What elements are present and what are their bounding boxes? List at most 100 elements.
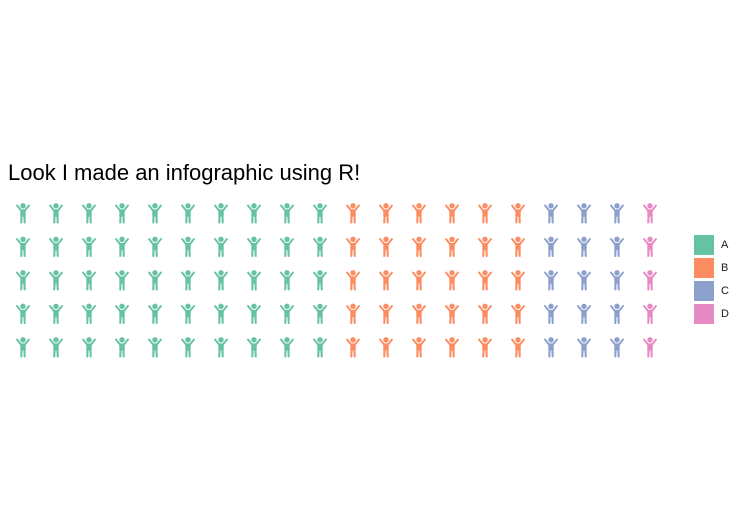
child-icon [214,270,228,291]
child-icon [148,303,162,325]
legend-key-a [694,235,714,255]
child-icon [610,337,624,358]
child-icon [280,303,294,325]
child-icon [643,303,657,325]
child-icon [16,236,30,258]
child-icon [280,236,294,258]
child-icon [280,337,294,358]
child-icon [148,270,162,291]
child-icon [148,203,162,224]
child-icon [247,270,261,291]
child-icon [49,337,63,358]
child-icon [511,337,525,358]
legend-key-b [694,258,714,278]
child-icon [148,236,162,258]
child-icon [412,337,426,358]
child-icon [313,203,327,224]
child-icon [214,337,228,358]
child-icon [346,236,360,258]
child-icon [49,270,63,291]
child-icon [643,337,657,358]
child-icon [379,337,393,358]
child-icon [511,203,525,224]
child-icon [148,337,162,358]
child-icon [313,303,327,325]
child-icon [478,337,492,358]
child-icon [544,270,558,291]
child-icon [379,236,393,258]
child-icon [445,270,459,291]
child-icon [16,303,30,325]
child-icon [181,337,195,358]
child-icon [214,236,228,258]
child-icon [16,203,30,224]
child-icon [511,236,525,258]
legend-key-c [694,281,714,301]
child-icon [610,270,624,291]
child-icon [16,270,30,291]
child-icon [280,270,294,291]
child-icon [478,270,492,291]
child-icon [610,236,624,258]
chart-title: Look I made an infographic using R! [8,160,361,185]
legend-key-d [694,304,714,324]
child-icon [379,203,393,224]
child-icon [610,303,624,325]
child-icon [247,303,261,325]
child-icon [643,203,657,224]
child-icon [577,303,591,325]
child-icon [181,303,195,325]
child-icon [478,236,492,258]
child-icon [511,303,525,325]
child-icon [346,203,360,224]
child-icon [181,270,195,291]
child-icon [214,203,228,224]
child-icon [16,337,30,358]
child-icon [445,337,459,358]
child-icon [115,337,129,358]
child-icon [115,270,129,291]
child-icon [577,337,591,358]
child-icon [412,236,426,258]
child-icon [412,270,426,291]
child-icon [346,303,360,325]
child-icon [115,203,129,224]
child-icon [412,203,426,224]
child-icon [313,236,327,258]
child-icon [478,203,492,224]
child-icon [445,203,459,224]
child-icon [379,270,393,291]
child-icon [82,337,96,358]
child-icon [280,203,294,224]
child-icon [445,236,459,258]
child-icon [544,236,558,258]
child-icon [82,270,96,291]
legend-label-d: D [721,308,729,320]
child-icon [313,337,327,358]
child-icon [544,337,558,358]
child-icon [247,203,261,224]
child-icon [115,303,129,325]
child-icon [643,236,657,258]
child-icon [181,203,195,224]
child-icon [610,203,624,224]
child-icon [577,270,591,291]
child-icon [577,203,591,224]
child-icon [49,236,63,258]
child-icon [379,303,393,325]
legend-label-c: C [721,285,729,297]
child-icon [346,337,360,358]
child-icon [478,303,492,325]
child-icon [82,303,96,325]
child-icon [82,236,96,258]
child-icon [49,303,63,325]
child-icon [544,303,558,325]
child-icon [346,270,360,291]
child-icon [247,337,261,358]
legend-label-b: B [721,262,729,274]
child-icon [643,270,657,291]
child-icon [511,270,525,291]
child-icon [181,236,195,258]
child-icon [115,236,129,258]
